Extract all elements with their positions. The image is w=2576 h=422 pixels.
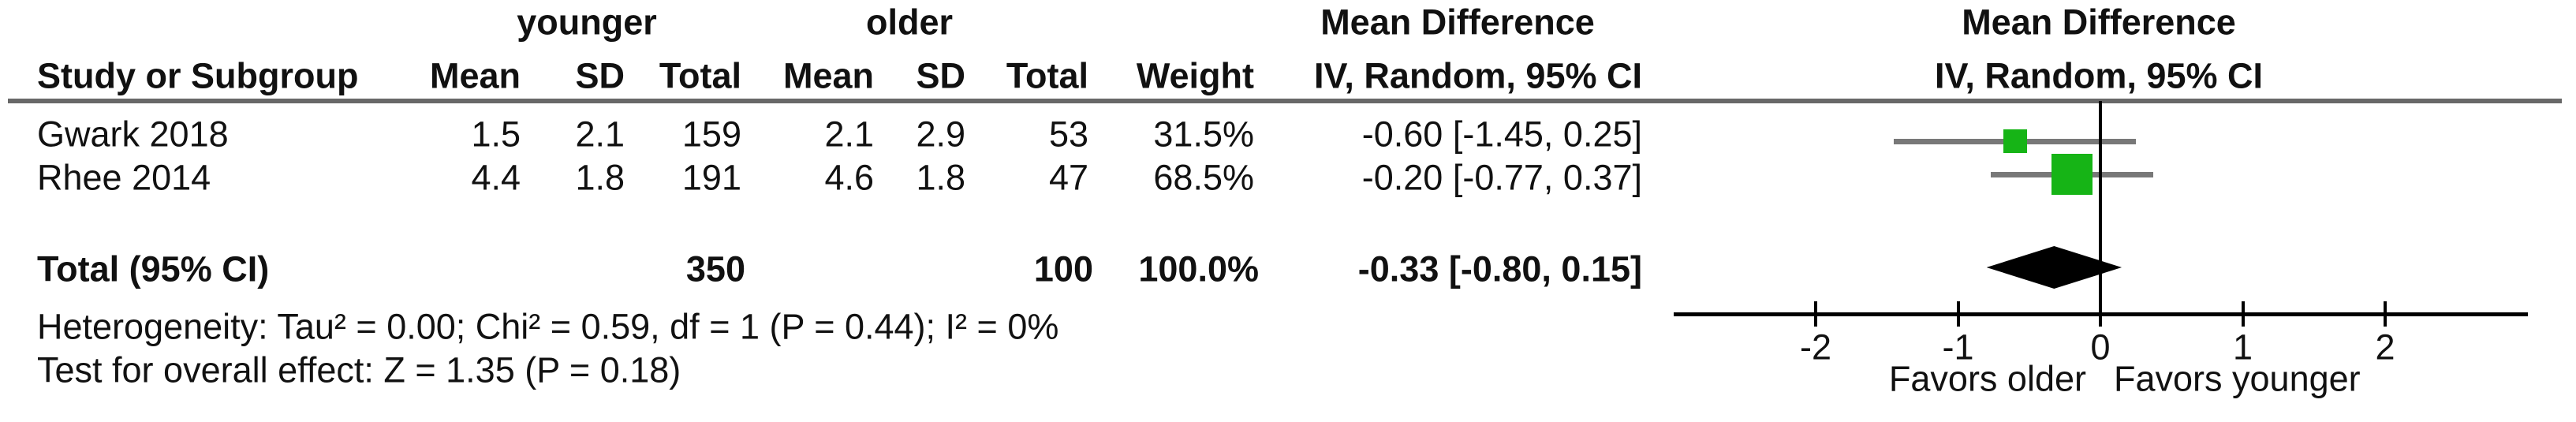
group1-header: younger — [517, 2, 657, 43]
column-header-weight: Weight — [1136, 55, 1254, 96]
study-weight: 68.5% — [1153, 157, 1254, 198]
plot-header-line2: IV, Random, 95% CI — [1935, 55, 2263, 96]
overall-effect-text: Test for overall effect: Z = 1.35 (P = 0… — [37, 349, 681, 390]
axis-tick-label: -1 — [1942, 327, 1974, 368]
study-ci-text: -0.60 [-1.45, 0.25] — [1361, 114, 1642, 155]
study-sd1: 2.1 — [575, 114, 625, 155]
zero-line — [2099, 101, 2102, 316]
axis-tick — [2099, 301, 2102, 327]
study-sd2: 1.8 — [916, 157, 965, 198]
total-label: Total (95% CI) — [37, 248, 270, 289]
total-ci-text: -0.33 [-0.80, 0.15] — [1357, 248, 1642, 289]
plot-header-line1: Mean Difference — [1962, 2, 2236, 43]
column-header-study: Study or Subgroup — [37, 55, 359, 96]
study-sd1: 1.8 — [575, 157, 625, 198]
effect-column-header-line1: Mean Difference — [1320, 2, 1595, 43]
column-header-total1: Total — [659, 55, 741, 96]
total-total1: 350 — [685, 248, 745, 289]
column-header-sd1: SD — [575, 55, 625, 96]
group2-header: older — [865, 2, 954, 43]
study-total1: 191 — [681, 157, 741, 198]
favors-right-label: Favors younger — [2114, 358, 2361, 399]
total-total2: 100 — [1033, 248, 1093, 289]
axis-tick — [2241, 301, 2245, 327]
column-header-sd2: SD — [916, 55, 965, 96]
study-sd2: 2.9 — [916, 114, 965, 155]
study-mean1: 1.5 — [471, 114, 521, 155]
study-total2: 53 — [1048, 114, 1088, 155]
axis-tick-label: -2 — [1799, 327, 1832, 368]
study-mean2: 4.6 — [824, 157, 874, 198]
study-weight: 31.5% — [1153, 114, 1254, 155]
total-weight: 100.0% — [1138, 248, 1259, 289]
study-name: Gwark 2018 — [37, 114, 229, 155]
effect-square — [2003, 129, 2027, 153]
axis-tick-label: 0 — [2090, 327, 2111, 368]
effect-square — [2051, 154, 2093, 195]
header-rule — [8, 99, 2562, 103]
axis-tick — [1814, 301, 1817, 327]
axis-tick — [1956, 301, 1960, 327]
axis-tick-label: 2 — [2375, 327, 2395, 368]
column-header-mean2: Mean — [782, 55, 874, 96]
effect-column-header-line2: IV, Random, 95% CI — [1314, 55, 1642, 96]
column-header-mean1: Mean — [429, 55, 521, 96]
column-header-total2: Total — [1006, 55, 1088, 96]
study-total2: 47 — [1048, 157, 1088, 198]
study-mean1: 4.4 — [471, 157, 521, 198]
favors-left-label: Favors older — [1888, 358, 2086, 399]
study-ci-text: -0.20 [-0.77, 0.37] — [1361, 157, 1642, 198]
axis-tick — [2384, 301, 2387, 327]
study-total1: 159 — [681, 114, 741, 155]
heterogeneity-text: Heterogeneity: Tau² = 0.00; Chi² = 0.59,… — [37, 306, 1059, 347]
axis-tick-label: 1 — [2232, 327, 2253, 368]
study-name: Rhee 2014 — [37, 157, 211, 198]
study-mean2: 2.1 — [824, 114, 874, 155]
